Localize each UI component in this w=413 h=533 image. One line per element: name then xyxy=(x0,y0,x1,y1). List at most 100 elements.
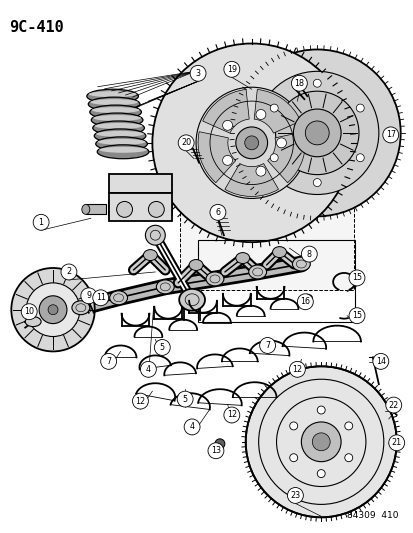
Circle shape xyxy=(244,136,258,150)
Ellipse shape xyxy=(94,129,145,143)
Circle shape xyxy=(255,109,265,119)
Ellipse shape xyxy=(235,253,249,263)
Circle shape xyxy=(140,361,156,377)
Ellipse shape xyxy=(97,139,145,145)
Wedge shape xyxy=(197,132,235,183)
Circle shape xyxy=(154,340,170,356)
Circle shape xyxy=(270,154,278,161)
Circle shape xyxy=(311,433,330,451)
Circle shape xyxy=(48,305,58,314)
Circle shape xyxy=(316,470,325,478)
Circle shape xyxy=(222,156,232,165)
Circle shape xyxy=(177,391,192,407)
Text: 13: 13 xyxy=(211,446,221,455)
Wedge shape xyxy=(224,164,278,197)
Circle shape xyxy=(39,296,67,324)
Ellipse shape xyxy=(87,89,138,103)
Ellipse shape xyxy=(272,247,286,257)
Circle shape xyxy=(100,353,116,369)
Text: 7: 7 xyxy=(106,357,111,366)
Circle shape xyxy=(297,294,313,310)
Circle shape xyxy=(291,75,306,91)
Ellipse shape xyxy=(82,205,90,214)
Ellipse shape xyxy=(189,260,202,270)
Circle shape xyxy=(233,50,400,216)
Circle shape xyxy=(348,308,364,324)
Circle shape xyxy=(214,439,224,449)
Text: 9C-410: 9C-410 xyxy=(9,20,64,35)
Circle shape xyxy=(21,304,37,320)
Circle shape xyxy=(344,454,352,462)
Ellipse shape xyxy=(88,91,136,97)
Ellipse shape xyxy=(92,107,139,113)
Ellipse shape xyxy=(90,99,138,105)
Wedge shape xyxy=(202,90,249,133)
Circle shape xyxy=(33,214,49,230)
Text: 23: 23 xyxy=(290,491,300,500)
Circle shape xyxy=(116,201,132,217)
Text: 9: 9 xyxy=(86,292,91,300)
Ellipse shape xyxy=(292,257,310,271)
Circle shape xyxy=(289,361,305,377)
Ellipse shape xyxy=(96,131,144,137)
Ellipse shape xyxy=(179,289,204,311)
Circle shape xyxy=(145,225,165,245)
FancyBboxPatch shape xyxy=(108,174,172,193)
Bar xyxy=(108,193,172,221)
Wedge shape xyxy=(254,90,300,133)
Circle shape xyxy=(385,397,401,413)
Text: 21: 21 xyxy=(391,438,401,447)
Circle shape xyxy=(313,179,320,187)
Circle shape xyxy=(190,66,206,81)
Text: 10: 10 xyxy=(24,307,34,316)
Circle shape xyxy=(344,422,352,430)
Ellipse shape xyxy=(99,147,147,153)
Circle shape xyxy=(276,138,286,148)
Ellipse shape xyxy=(109,291,127,305)
Circle shape xyxy=(293,109,340,157)
Circle shape xyxy=(348,270,364,286)
Text: 1: 1 xyxy=(38,218,43,227)
Text: 15: 15 xyxy=(351,273,361,282)
Circle shape xyxy=(270,104,278,112)
Circle shape xyxy=(178,135,194,151)
Circle shape xyxy=(223,407,239,423)
Circle shape xyxy=(196,87,306,198)
Text: 12: 12 xyxy=(292,365,302,374)
Circle shape xyxy=(26,283,80,336)
Circle shape xyxy=(258,379,383,504)
Ellipse shape xyxy=(248,265,266,279)
Circle shape xyxy=(301,422,340,462)
Text: 22: 22 xyxy=(388,401,398,409)
Circle shape xyxy=(132,393,148,409)
Text: 2: 2 xyxy=(66,268,71,277)
Text: 14: 14 xyxy=(375,357,385,366)
Ellipse shape xyxy=(90,105,141,119)
Circle shape xyxy=(305,121,328,145)
Circle shape xyxy=(184,419,199,435)
Ellipse shape xyxy=(72,301,90,314)
Circle shape xyxy=(388,435,404,451)
Text: 4: 4 xyxy=(189,423,194,431)
Circle shape xyxy=(81,288,97,304)
Text: 6: 6 xyxy=(215,208,220,217)
Circle shape xyxy=(222,120,232,130)
Text: 84309  410: 84309 410 xyxy=(347,511,398,520)
Text: 8: 8 xyxy=(306,249,311,259)
Circle shape xyxy=(61,264,77,280)
Circle shape xyxy=(289,422,297,430)
Circle shape xyxy=(287,488,303,503)
Circle shape xyxy=(356,154,363,161)
Bar xyxy=(85,205,105,214)
Circle shape xyxy=(313,79,320,87)
Circle shape xyxy=(148,201,164,217)
Circle shape xyxy=(255,166,265,176)
Circle shape xyxy=(11,268,95,351)
Ellipse shape xyxy=(91,113,142,127)
Ellipse shape xyxy=(93,115,140,121)
Circle shape xyxy=(372,353,388,369)
Circle shape xyxy=(356,104,363,112)
Text: 5: 5 xyxy=(159,343,164,352)
Circle shape xyxy=(255,71,378,195)
Circle shape xyxy=(259,337,275,353)
